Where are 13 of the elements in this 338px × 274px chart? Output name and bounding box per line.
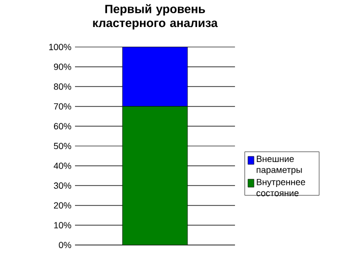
y-tick-label: 70% — [54, 103, 72, 110]
y-tick-label: 80% — [54, 83, 72, 90]
chart-title: Первый уровень кластерного анализа — [93, 4, 218, 30]
y-tick-label: 20% — [54, 202, 72, 209]
y-tick-label: 90% — [54, 64, 72, 70]
legend-label: Внешние параметры — [256, 156, 302, 175]
y-tick-label: 10% — [54, 222, 72, 228]
y-tick-label: 0% — [58, 242, 72, 248]
y-tick-label: 60% — [54, 123, 72, 130]
y-tick-label: 40% — [54, 162, 72, 169]
y-tick-label: 30% — [54, 182, 72, 189]
y-tick-label: 100% — [49, 44, 72, 50]
y-tick-label: 50% — [54, 142, 72, 150]
